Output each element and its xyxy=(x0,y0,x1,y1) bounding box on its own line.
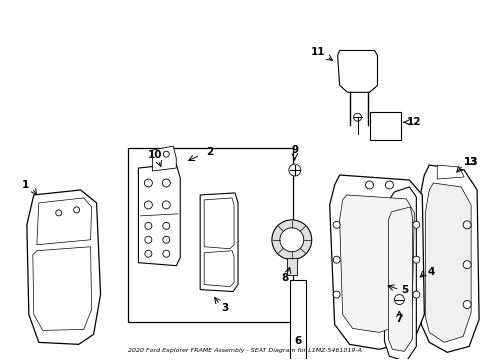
Circle shape xyxy=(413,221,420,228)
Text: 13: 13 xyxy=(464,157,478,167)
Text: 11: 11 xyxy=(311,48,325,58)
Polygon shape xyxy=(290,280,306,359)
Polygon shape xyxy=(287,258,297,275)
Circle shape xyxy=(333,291,340,298)
Polygon shape xyxy=(152,146,176,171)
Polygon shape xyxy=(330,175,424,349)
Polygon shape xyxy=(138,164,180,266)
Circle shape xyxy=(413,291,420,298)
Text: 10: 10 xyxy=(148,150,163,160)
Polygon shape xyxy=(204,251,234,287)
Text: 6: 6 xyxy=(294,336,301,346)
Circle shape xyxy=(163,222,170,229)
Circle shape xyxy=(354,113,362,121)
Circle shape xyxy=(333,221,340,228)
Circle shape xyxy=(162,179,171,187)
Polygon shape xyxy=(340,195,415,332)
Circle shape xyxy=(333,256,340,263)
Circle shape xyxy=(56,210,62,216)
Polygon shape xyxy=(389,207,413,351)
Circle shape xyxy=(280,228,304,252)
Text: 8: 8 xyxy=(281,273,289,283)
Circle shape xyxy=(163,151,169,157)
Text: 7: 7 xyxy=(396,314,403,324)
Circle shape xyxy=(463,221,471,229)
Polygon shape xyxy=(37,198,92,245)
Text: 3: 3 xyxy=(221,302,229,312)
Circle shape xyxy=(163,250,170,257)
Circle shape xyxy=(289,164,301,176)
Text: 13: 13 xyxy=(464,157,478,167)
Circle shape xyxy=(145,236,152,243)
Polygon shape xyxy=(27,190,100,345)
Circle shape xyxy=(272,220,312,260)
Circle shape xyxy=(463,301,471,309)
Polygon shape xyxy=(419,165,479,352)
Circle shape xyxy=(413,256,420,263)
Text: 9: 9 xyxy=(291,145,298,155)
Polygon shape xyxy=(385,187,416,360)
Circle shape xyxy=(162,201,171,209)
Text: 4: 4 xyxy=(428,267,435,276)
Polygon shape xyxy=(200,193,238,292)
Polygon shape xyxy=(204,198,234,249)
Polygon shape xyxy=(369,112,401,140)
Polygon shape xyxy=(338,50,377,92)
Circle shape xyxy=(366,181,373,189)
Polygon shape xyxy=(425,183,471,342)
Bar xyxy=(128,148,293,323)
Text: 2020 Ford Explorer FRAME Assembly - SEAT Diagram for L1MZ-5461019-A: 2020 Ford Explorer FRAME Assembly - SEAT… xyxy=(128,348,362,353)
Text: 12: 12 xyxy=(407,117,421,127)
Text: 2: 2 xyxy=(206,147,214,157)
Polygon shape xyxy=(437,165,464,179)
Circle shape xyxy=(163,236,170,243)
Circle shape xyxy=(145,222,152,229)
Circle shape xyxy=(386,181,393,189)
Circle shape xyxy=(394,294,404,305)
Polygon shape xyxy=(33,247,92,330)
Circle shape xyxy=(74,207,80,213)
Circle shape xyxy=(463,261,471,269)
Text: 5: 5 xyxy=(401,284,408,294)
Circle shape xyxy=(145,250,152,257)
Text: 1: 1 xyxy=(22,180,29,190)
Circle shape xyxy=(145,179,152,187)
Circle shape xyxy=(145,201,152,209)
